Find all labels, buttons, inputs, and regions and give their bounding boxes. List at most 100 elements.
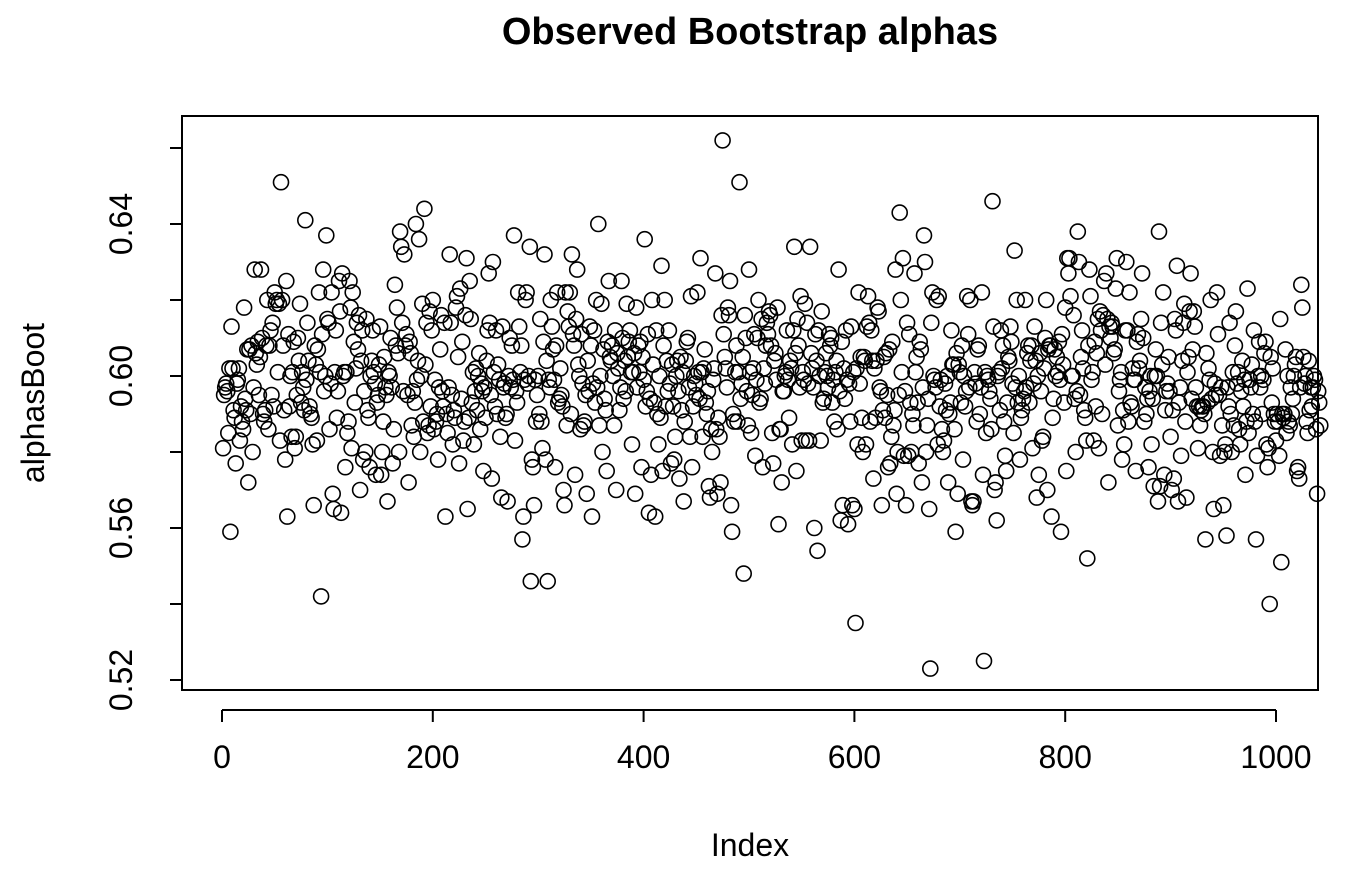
data-point	[721, 272, 739, 290]
data-point	[1050, 333, 1068, 351]
data-point	[1162, 428, 1179, 446]
data-point	[1051, 371, 1069, 389]
data-point	[740, 261, 758, 278]
data-point	[809, 542, 826, 560]
data-point	[1222, 405, 1239, 423]
data-point	[530, 405, 548, 423]
data-point	[533, 413, 550, 430]
data-point	[917, 443, 935, 461]
x-axis-label: Index	[711, 827, 789, 863]
data-point	[553, 386, 570, 404]
data-point	[911, 333, 929, 351]
x-tick-label: 800	[1039, 739, 1092, 775]
data-point	[326, 363, 344, 381]
data-point	[1259, 458, 1276, 476]
data-point	[1300, 352, 1317, 370]
data-point	[367, 466, 385, 484]
data-point	[851, 375, 869, 392]
data-point	[830, 261, 847, 278]
data-point	[1133, 265, 1151, 282]
data-point	[1115, 436, 1133, 453]
data-point	[278, 508, 296, 525]
data-point	[1074, 360, 1092, 377]
data-point	[679, 329, 697, 347]
data-point	[1030, 466, 1048, 484]
data-point	[846, 500, 863, 518]
data-point	[587, 291, 605, 309]
data-point	[984, 192, 1001, 210]
data-point	[1161, 382, 1178, 400]
data-point	[301, 398, 318, 415]
data-point	[986, 481, 1003, 499]
data-point	[442, 314, 460, 332]
data-point	[1299, 424, 1316, 442]
data-point	[973, 284, 991, 301]
data-point	[440, 379, 457, 396]
y-axis: 0.52 0.56 0.60 0.64	[103, 147, 183, 711]
data-point	[240, 474, 257, 491]
data-point	[910, 455, 928, 472]
data-point	[744, 360, 762, 377]
data-point	[330, 272, 348, 290]
data-point	[1237, 466, 1254, 484]
data-point	[1258, 436, 1275, 453]
data-point	[1264, 360, 1282, 377]
data-point	[1032, 382, 1050, 400]
data-point	[1242, 379, 1259, 396]
data-point	[689, 284, 706, 301]
data-point	[379, 493, 396, 510]
data-point	[1047, 367, 1064, 385]
data-point	[586, 394, 604, 411]
data-point	[1178, 489, 1195, 506]
data-point	[371, 318, 389, 335]
data-point	[1250, 333, 1268, 351]
data-point	[900, 325, 918, 343]
data-point	[677, 352, 695, 370]
data-point	[904, 405, 921, 423]
data-point	[623, 436, 641, 453]
x-axis: 0 200 400 600 800 1000	[213, 709, 1312, 775]
data-point	[1244, 405, 1262, 423]
data-point	[681, 428, 699, 446]
data-point	[674, 363, 691, 381]
data-point	[716, 348, 734, 366]
data-point	[1110, 382, 1128, 400]
data-point	[1088, 344, 1106, 362]
data-point	[793, 432, 811, 449]
data-point	[1287, 348, 1305, 366]
data-point	[439, 424, 456, 442]
data-point	[645, 394, 663, 411]
data-point	[563, 246, 581, 263]
data-point	[1109, 417, 1127, 434]
data-point	[990, 363, 1008, 381]
data-point	[980, 382, 998, 400]
data-point	[641, 390, 659, 408]
data-point	[767, 344, 784, 362]
data-point	[1083, 371, 1100, 389]
data-point	[605, 417, 623, 434]
data-point	[970, 337, 988, 354]
data-point	[836, 390, 854, 408]
data-point	[693, 363, 710, 381]
data-point	[643, 291, 661, 309]
data-point	[392, 238, 410, 256]
data-point	[1198, 344, 1215, 362]
data-point	[1052, 523, 1070, 541]
data-point	[1196, 405, 1213, 423]
data-point	[400, 474, 417, 491]
data-point	[731, 173, 748, 191]
data-point	[585, 322, 603, 339]
data-point	[1140, 458, 1157, 476]
data-point	[665, 451, 683, 468]
data-point	[892, 291, 910, 309]
data-point	[707, 420, 725, 438]
data-point	[956, 398, 974, 415]
data-point	[943, 322, 960, 339]
data-point	[1151, 477, 1169, 495]
data-point	[722, 496, 740, 514]
data-point	[706, 265, 724, 282]
data-point	[1226, 337, 1244, 354]
data-point	[411, 443, 429, 461]
data-point	[366, 375, 384, 392]
data-point	[815, 390, 833, 408]
